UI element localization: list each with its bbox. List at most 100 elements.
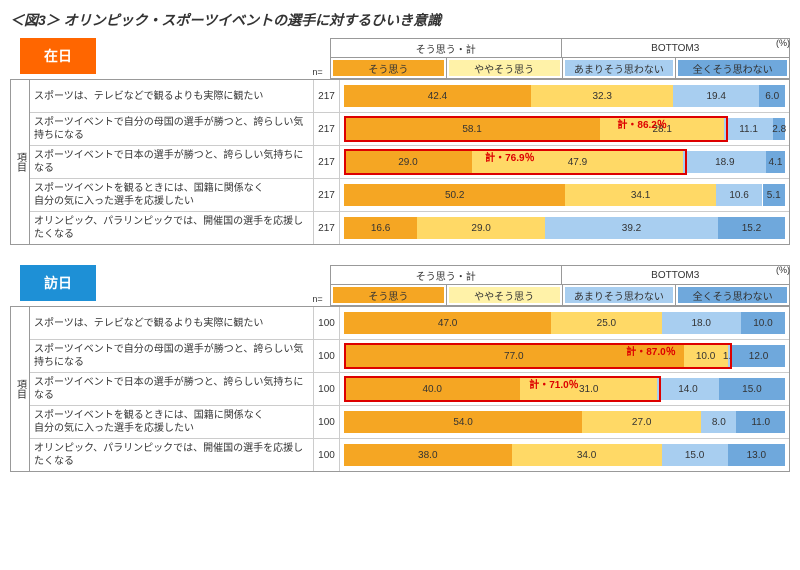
stacked-bar: 29.047.918.94.1計・76.9％ — [344, 151, 785, 173]
figure-title: ＜図3＞ オリンピック・スポーツイベントの選手に対するひいき意識 — [10, 10, 790, 30]
row-n: 217 — [313, 80, 340, 112]
table-row: スポーツは、テレビなどで観るよりも実際に観たい10047.025.018.010… — [30, 307, 789, 340]
row-label: スポーツイベントで自分の母国の選手が勝つと、誇らしい気持ちになる — [30, 341, 313, 371]
legend-group: そう思う・計 — [331, 39, 562, 57]
bar-segment: 15.0 — [662, 444, 728, 466]
annotation: 計・71.0％ — [529, 376, 578, 391]
row-n: 217 — [313, 113, 340, 145]
stacked-bar: 47.025.018.010.0 — [344, 312, 785, 334]
stacked-bar: 16.629.039.215.2 — [344, 217, 785, 239]
row-label: スポーツイベントで日本の選手が勝つと、誇らしい気持ちになる — [30, 374, 313, 404]
bar-segment: 54.0 — [344, 411, 582, 433]
bar-segment: 42.4 — [344, 85, 531, 107]
percent-label: (%) — [776, 265, 790, 275]
bar-segment: 12.0 — [732, 345, 785, 367]
bar-segment: 34.1 — [565, 184, 715, 206]
table-row: オリンピック、パラリンピックでは、開催国の選手を応援したくなる10038.034… — [30, 439, 789, 471]
row-label: スポーツイベントで日本の選手が勝つと、誇らしい気持ちになる — [30, 147, 313, 177]
group-badge: 在日 — [20, 38, 96, 74]
table-row: スポーツイベントで自分の母国の選手が勝つと、誇らしい気持ちになる21758.12… — [30, 113, 789, 146]
bar-segment: 10.0 — [684, 345, 728, 367]
bar-segment: 34.0 — [512, 444, 662, 466]
bar-segment: 25.0 — [551, 312, 661, 334]
table-row: スポーツイベントを観るときには、国籍に関係なく自分の気に入った選手を応援したい2… — [30, 179, 789, 212]
annotation: 計・86.2％ — [617, 116, 666, 131]
n-header: n= — [305, 38, 330, 79]
row-n: 217 — [313, 212, 340, 244]
row-label: オリンピック、パラリンピックでは、開催国の選手を応援したくなる — [30, 440, 313, 470]
bar-segment: 14.0 — [657, 378, 719, 400]
bar-segment: 38.0 — [344, 444, 512, 466]
chart-section: (%) 訪日 n=そう思う・計BOTTOM3そう思うややそう思うあまりそう思わない全… — [10, 265, 790, 472]
bar-segment: 5.1 — [763, 184, 785, 206]
stacked-bar: 40.031.014.015.0計・71.0％ — [344, 378, 785, 400]
legend-item: 全くそう思わない — [676, 285, 790, 305]
annotation: 計・76.9％ — [485, 149, 534, 164]
stacked-bar: 54.027.08.011.0 — [344, 411, 785, 433]
chart-section: (%) 在日 n=そう思う・計BOTTOM3 そう思うややそう思うあまりそう思わない全… — [10, 38, 790, 245]
n-header: n= — [305, 265, 330, 306]
bar-segment: 19.4 — [673, 85, 759, 107]
legend-item: ややそう思う — [447, 285, 563, 305]
row-n: 100 — [313, 439, 340, 471]
legend: そう思う・計BOTTOM3そう思うややそう思うあまりそう思わない全くそう思わない — [330, 265, 790, 306]
bar-segment: 2.8 — [773, 118, 785, 140]
legend-item: あまりそう思わない — [563, 58, 677, 78]
bar-segment: 15.0 — [719, 378, 785, 400]
stacked-bar: 50.234.110.65.1 — [344, 184, 785, 206]
bar-segment: 10.6 — [716, 184, 763, 206]
row-n: 100 — [313, 373, 340, 405]
bar-segment: 15.2 — [718, 217, 785, 239]
row-n: 100 — [313, 340, 340, 372]
legend-group: そう思う・計 — [331, 266, 562, 284]
table-row: スポーツは、テレビなどで観るよりも実際に観たい21742.432.319.46.… — [30, 80, 789, 113]
bar-segment: 11.0 — [736, 411, 785, 433]
bar-segment: 27.0 — [582, 411, 701, 433]
stacked-bar: 77.010.01.012.0計・87.0％ — [344, 345, 785, 367]
legend-item: そう思う — [331, 58, 447, 78]
side-label: 項目 — [11, 307, 30, 471]
bar-segment: 50.2 — [344, 184, 565, 206]
legend: そう思う・計BOTTOM3 そう思うややそう思うあまりそう思わない全くそう思わない — [330, 38, 790, 79]
legend-item: 全くそう思わない — [676, 58, 790, 78]
row-n: 100 — [313, 307, 340, 339]
group-badge: 訪日 — [20, 265, 96, 301]
percent-label: (%) — [776, 38, 790, 48]
row-n: 100 — [313, 406, 340, 438]
legend-group: BOTTOM3 — [562, 39, 791, 57]
bar-segment: 11.1 — [724, 118, 773, 140]
row-label: オリンピック、パラリンピックでは、開催国の選手を応援したくなる — [30, 213, 313, 243]
stacked-bar: 42.432.319.46.0 — [344, 85, 785, 107]
bar-segment: 18.9 — [683, 151, 766, 173]
legend-item: ややそう思う — [447, 58, 563, 78]
legend-item: あまりそう思わない — [563, 285, 677, 305]
stacked-bar: 58.128.111.12.8計・86.2％ — [344, 118, 785, 140]
row-label: スポーツイベントで自分の母国の選手が勝つと、誇らしい気持ちになる — [30, 114, 313, 144]
bar-segment: 32.3 — [531, 85, 673, 107]
row-n: 217 — [313, 146, 340, 178]
bar-segment: 8.0 — [701, 411, 736, 433]
bar-segment: 16.6 — [344, 217, 417, 239]
bar-segment: 40.0 — [344, 378, 520, 400]
table-row: スポーツイベントで日本の選手が勝つと、誇らしい気持ちになる21729.047.9… — [30, 146, 789, 179]
bar-segment: 47.0 — [344, 312, 551, 334]
table-row: スポーツイベントを観るときには、国籍に関係なく自分の気に入った選手を応援したい1… — [30, 406, 789, 439]
bar-segment: 10.0 — [741, 312, 785, 334]
row-label: スポーツは、テレビなどで観るよりも実際に観たい — [30, 315, 313, 332]
row-n: 217 — [313, 179, 340, 211]
bar-segment: 6.0 — [759, 85, 785, 107]
table-row: スポーツイベントで日本の選手が勝つと、誇らしい気持ちになる10040.031.0… — [30, 373, 789, 406]
bar-segment: 18.0 — [662, 312, 741, 334]
table-row: スポーツイベントで自分の母国の選手が勝つと、誇らしい気持ちになる10077.01… — [30, 340, 789, 373]
bar-segment: 4.1 — [766, 151, 784, 173]
annotation: 計・87.0％ — [626, 343, 675, 358]
row-label: スポーツは、テレビなどで観るよりも実際に観たい — [30, 88, 313, 105]
table-row: オリンピック、パラリンピックでは、開催国の選手を応援したくなる21716.629… — [30, 212, 789, 244]
row-label: スポーツイベントを観るときには、国籍に関係なく自分の気に入った選手を応援したい — [30, 407, 313, 437]
legend-group: BOTTOM3 — [562, 266, 791, 284]
bar-segment: 29.0 — [344, 151, 472, 173]
bar-segment: 29.0 — [417, 217, 545, 239]
bar-segment: 39.2 — [545, 217, 718, 239]
stacked-bar: 38.034.015.013.0 — [344, 444, 785, 466]
bar-segment: 13.0 — [728, 444, 785, 466]
